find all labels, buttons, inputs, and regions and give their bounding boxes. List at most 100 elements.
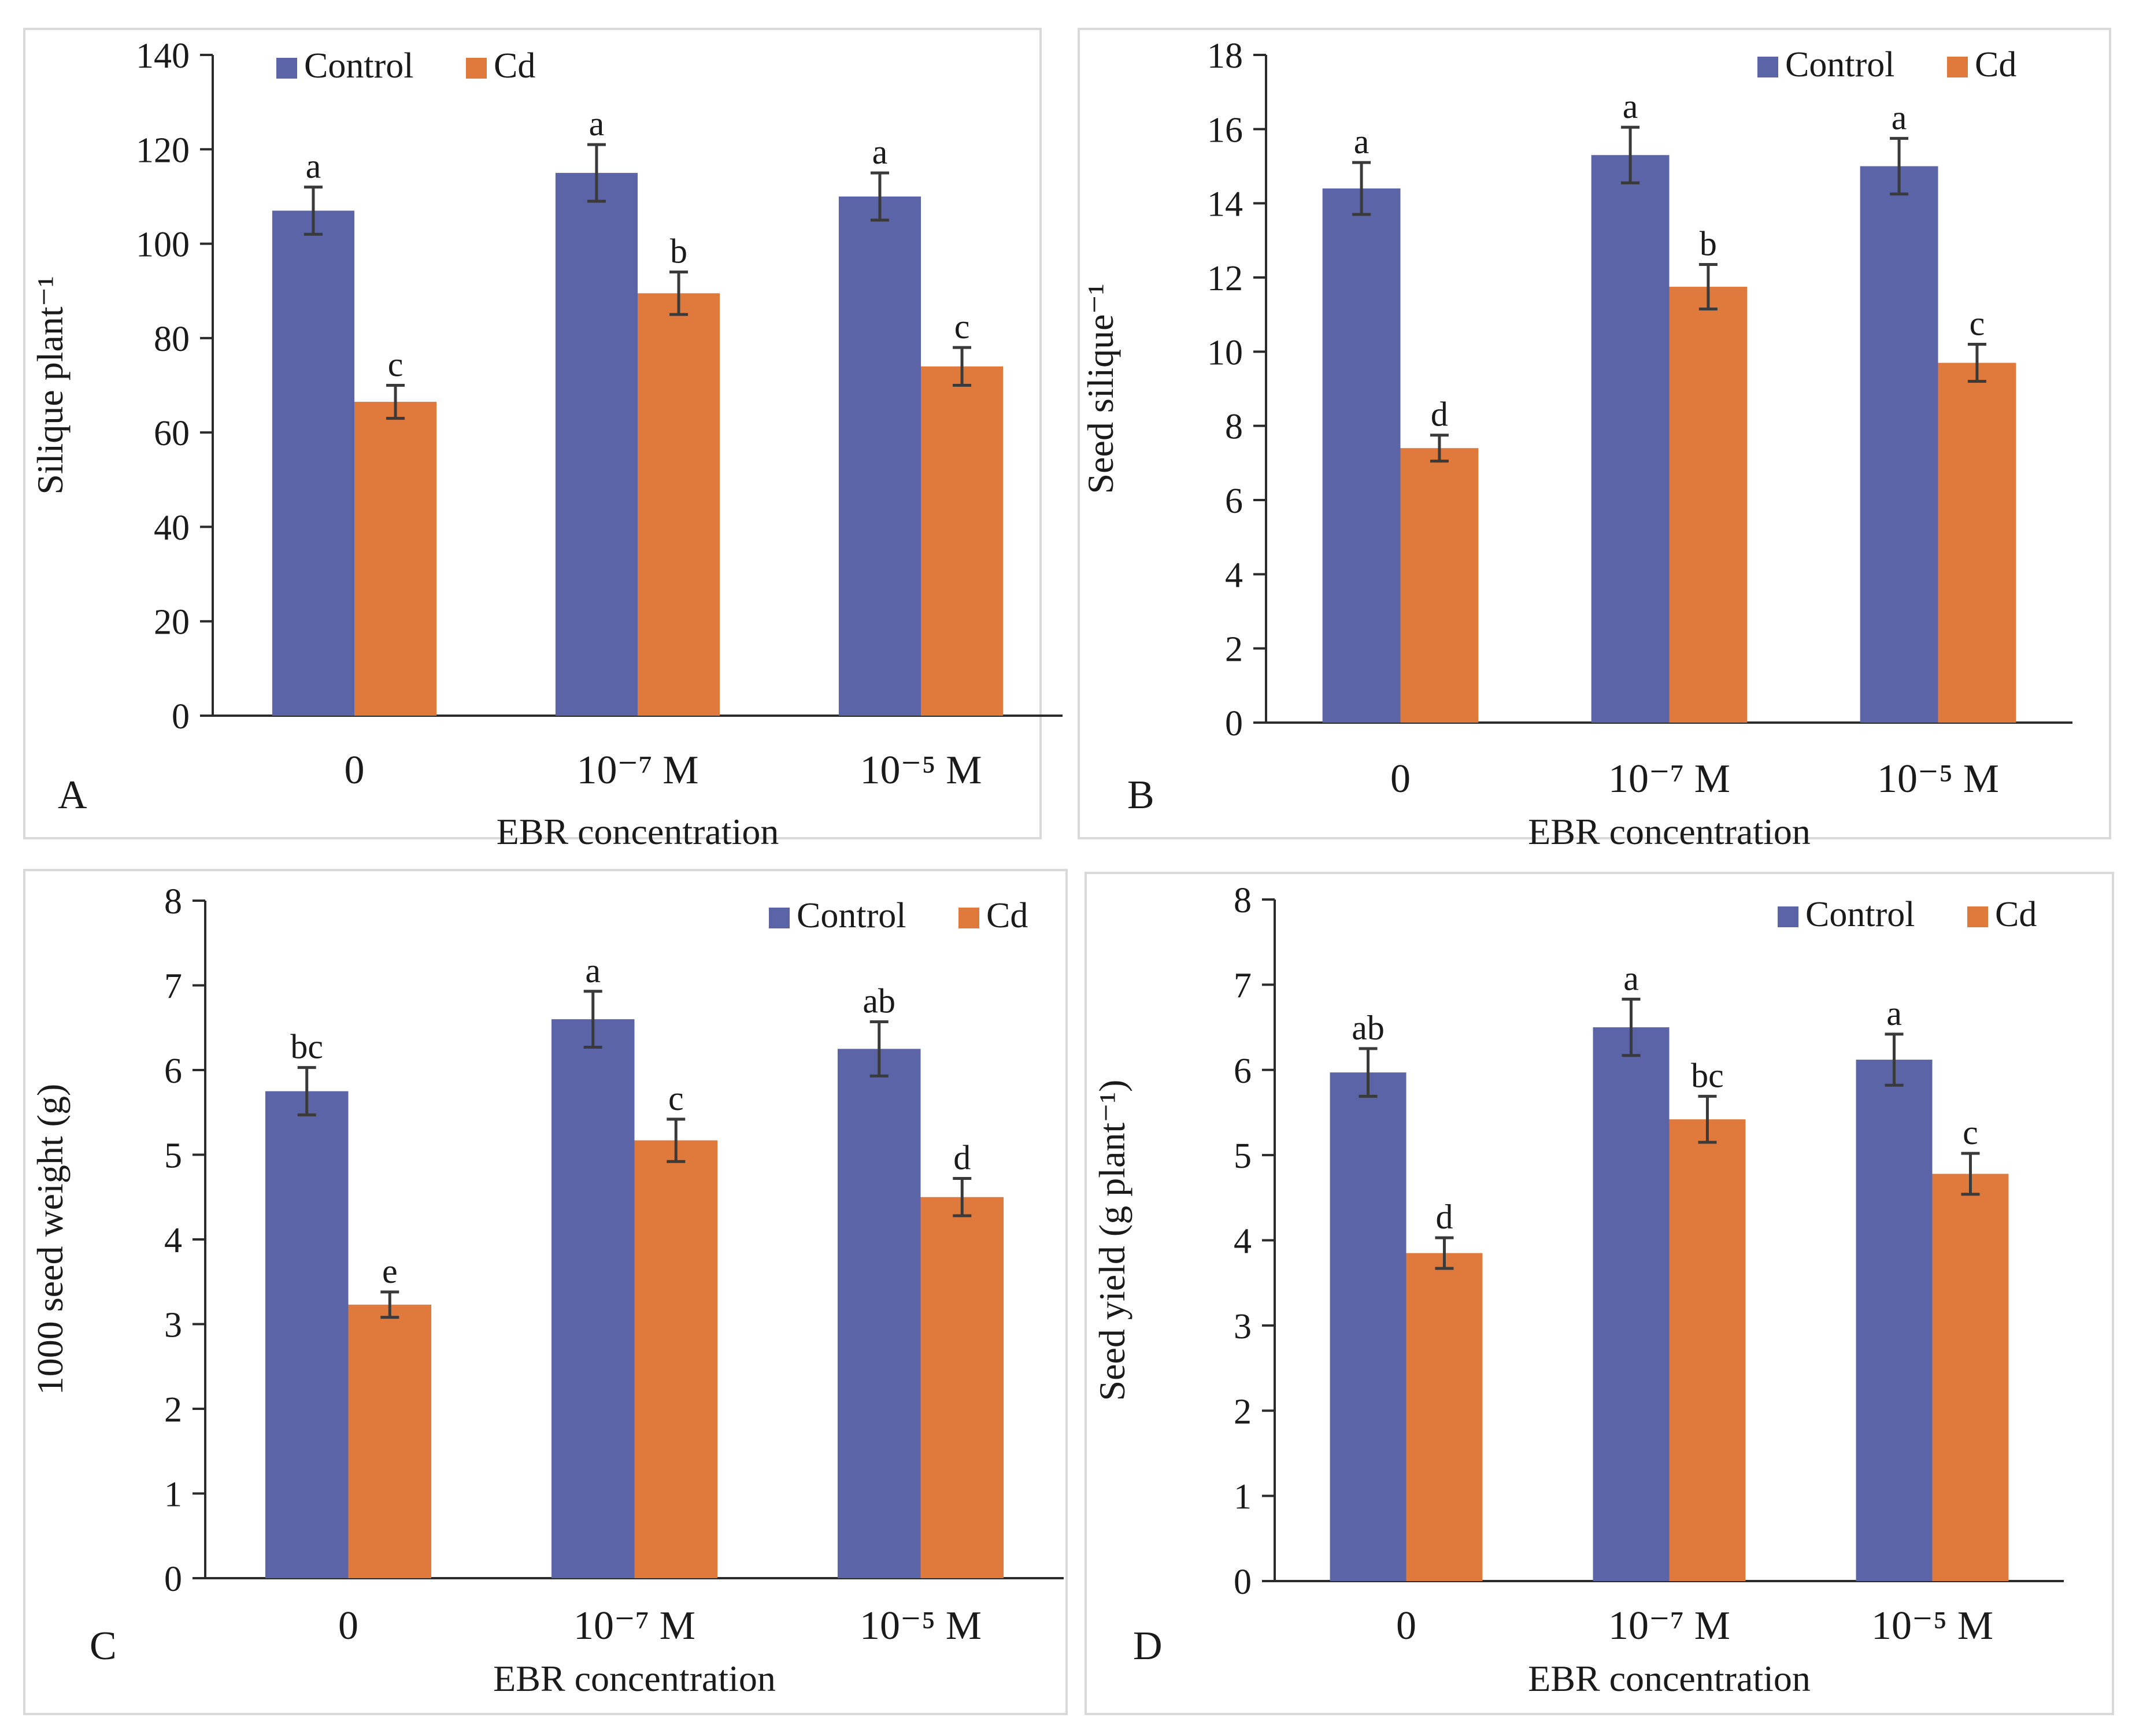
legend-label-cd: Cd: [1995, 895, 2037, 934]
x-category-label: 10⁻⁷ M: [1608, 757, 1730, 801]
y-tick-label: 6: [1234, 1052, 1252, 1091]
y-tick-label: 6: [164, 1052, 182, 1091]
y-tick-label: 2: [164, 1390, 182, 1430]
y-tick-label: 40: [154, 508, 190, 547]
y-tick-label: 0: [164, 1560, 182, 1599]
legend-swatch-control: [769, 908, 790, 928]
y-tick-label: 0: [1234, 1563, 1252, 1602]
y-tick-label: 4: [164, 1221, 182, 1260]
legend-swatch-cd: [466, 58, 487, 79]
y-tick-label: 2: [1234, 1392, 1252, 1431]
bar-control-0: [265, 1091, 349, 1578]
significance-letter: a: [589, 105, 605, 143]
legend-label-control: Control: [1785, 45, 1894, 84]
y-tick-label: 7: [164, 967, 182, 1006]
x-category-label: 0: [345, 748, 365, 793]
y-tick-label: 60: [154, 414, 190, 453]
x-axis-title: EBR concentration: [493, 1658, 776, 1699]
y-tick-label: 8: [164, 882, 182, 921]
chart-panel-d: 0 1 2 3 4 5 6 7 8 ab d 0 a bc 10⁻⁷ M a c 10⁻⁵ M EBR concen…: [1085, 872, 2114, 1715]
bar-control-0: [272, 210, 354, 716]
bar-control-1: [555, 173, 638, 716]
y-axis-title: Seed yield (g plant⁻¹): [1091, 1080, 1132, 1401]
bar-cd-2: [1938, 362, 2016, 723]
y-tick-label: 2: [1225, 630, 1243, 669]
chart-panel-b: 0 2 4 6 8 10 12 14 16 18 a d 0 a b 10⁻⁷ M a c 10⁻⁵ M EBR co…: [1078, 28, 2111, 852]
legend-label-control: Control: [304, 46, 413, 86]
significance-letter: bc: [1691, 1056, 1724, 1094]
x-category-label: 10⁻⁵ M: [1871, 1604, 1993, 1648]
y-tick-label: 3: [164, 1306, 182, 1345]
y-tick-label: 12: [1207, 259, 1243, 298]
y-tick-label: 80: [154, 320, 190, 359]
x-category-label: 10⁻⁵ M: [860, 748, 982, 793]
panel-label: D: [1133, 1624, 1163, 1668]
y-tick-label: 100: [136, 225, 190, 265]
chart-panel-a: 0 20 40 60 80 100 120 140 a c 0 a b 10⁻⁷ M a c 10⁻⁵ M EBR…: [23, 28, 1063, 852]
y-tick-label: 0: [1225, 704, 1243, 743]
bar-control-2: [1860, 166, 1938, 723]
x-category-label: 10⁻⁵ M: [1877, 757, 1999, 801]
bar-cd-1: [1669, 1119, 1746, 1581]
bar-control-2: [838, 196, 921, 716]
y-tick-label: 5: [1234, 1137, 1252, 1176]
significance-letter: a: [872, 133, 888, 171]
x-category-label: 0: [1390, 757, 1411, 801]
bar-control-0: [1330, 1072, 1407, 1581]
panel-frame: [1078, 28, 2111, 839]
y-axis-title: Silique plant⁻¹: [29, 276, 71, 494]
y-tick-label: 10: [1207, 333, 1243, 372]
bar-cd-0: [348, 1304, 432, 1578]
x-category-label: 10⁻⁷ M: [576, 748, 698, 793]
significance-letter: c: [1963, 1113, 1978, 1152]
y-tick-label: 7: [1234, 966, 1252, 1005]
bar-control-1: [1593, 1027, 1670, 1581]
bar-cd-0: [1406, 1253, 1483, 1581]
significance-letter: ab: [863, 982, 895, 1020]
significance-letter: a: [1354, 123, 1370, 161]
bar-control-1: [1591, 155, 1670, 723]
x-category-label: 0: [338, 1604, 358, 1648]
y-tick-label: 5: [164, 1137, 182, 1176]
y-tick-label: 120: [136, 131, 190, 170]
x-axis-title: EBR concentration: [1528, 811, 1811, 852]
x-axis-title: EBR concentration: [497, 811, 779, 852]
chart-panel-c: 0 1 2 3 4 5 6 7 8 bc e 0 a c 10⁻⁷ M ab d 10⁻⁵ M EBR concen…: [23, 869, 1068, 1715]
y-tick-label: 6: [1225, 482, 1243, 521]
legend-swatch-cd: [1967, 906, 1988, 927]
panel-label: C: [90, 1624, 117, 1668]
panel-frame: [23, 28, 1042, 839]
y-tick-label: 20: [154, 603, 190, 642]
legend-label-cd: Cd: [494, 46, 535, 86]
legend-label-control: Control: [1805, 895, 1915, 934]
x-category-label: 10⁻⁵ M: [860, 1604, 982, 1648]
bar-cd-0: [354, 402, 437, 716]
significance-letter: b: [670, 232, 687, 271]
panel-label: B: [1127, 773, 1154, 817]
significance-letter: c: [668, 1079, 684, 1117]
y-tick-label: 140: [136, 36, 190, 76]
panel-frame: [23, 869, 1068, 1715]
bar-control-0: [1322, 188, 1401, 723]
significance-letter: a: [306, 147, 321, 186]
significance-letter: a: [1892, 98, 1907, 136]
significance-letter: a: [1623, 959, 1639, 997]
significance-letter: d: [1431, 395, 1448, 434]
y-tick-label: 16: [1207, 110, 1243, 150]
significance-letter: e: [382, 1252, 398, 1290]
legend-swatch-control: [1778, 906, 1798, 927]
significance-letter: c: [388, 346, 404, 384]
bar-cd-1: [638, 293, 720, 716]
significance-letter: c: [1970, 305, 1985, 343]
bar-cd-2: [920, 1197, 1004, 1578]
bar-cd-0: [1400, 448, 1479, 723]
y-tick-label: 3: [1234, 1307, 1252, 1346]
significance-letter: a: [1623, 87, 1638, 125]
x-axis-title: EBR concentration: [1528, 1658, 1811, 1699]
legend-swatch-cd: [1947, 57, 1968, 77]
significance-letter: ab: [1352, 1009, 1385, 1047]
significance-letter: bc: [290, 1028, 323, 1066]
legend-label-cd: Cd: [1975, 45, 2016, 84]
significance-letter: d: [1435, 1198, 1453, 1236]
y-tick-label: 1: [1234, 1478, 1252, 1517]
